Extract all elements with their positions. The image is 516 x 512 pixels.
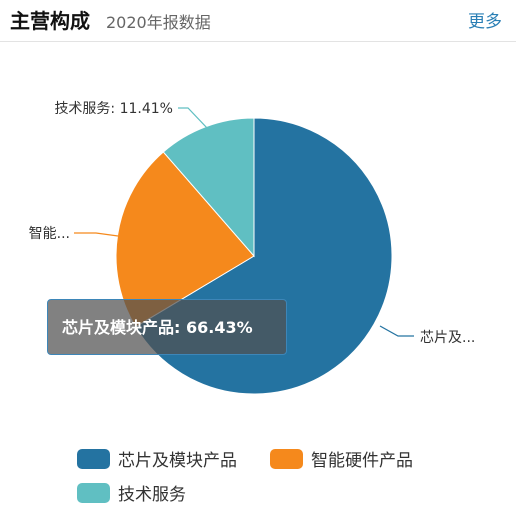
legend-swatch-1 (270, 448, 303, 469)
panel-header: 主营构成 2020年报数据 更多 (0, 0, 516, 42)
legend-label-2: 技术服务 (118, 485, 186, 505)
callout-label-1: 智能... (29, 226, 70, 242)
legend-label-0: 芯片及模块产品 (118, 451, 237, 471)
callout-line-1 (74, 232, 119, 237)
report-period: 2020年报数据 (106, 13, 211, 32)
callout-line-2 (178, 107, 209, 130)
panel-title: 主营构成 (10, 9, 90, 33)
legend-label-1: 智能硬件产品 (311, 451, 413, 471)
legend-swatch-0 (77, 448, 110, 469)
callout-label-0: 芯片及... (420, 330, 475, 346)
legend-item-0[interactable]: 芯片及模块产品 (77, 446, 237, 471)
chart-tooltip: 芯片及模块产品: 66.43% (47, 299, 287, 355)
callout-label-2: 技术服务: 11.41% (54, 101, 173, 117)
more-link[interactable]: 更多 (468, 12, 502, 32)
legend-item-2[interactable]: 技术服务 (77, 480, 186, 505)
legend-item-1[interactable]: 智能硬件产品 (270, 446, 413, 471)
legend-swatch-2 (77, 482, 110, 503)
callout-line-0 (379, 325, 414, 337)
